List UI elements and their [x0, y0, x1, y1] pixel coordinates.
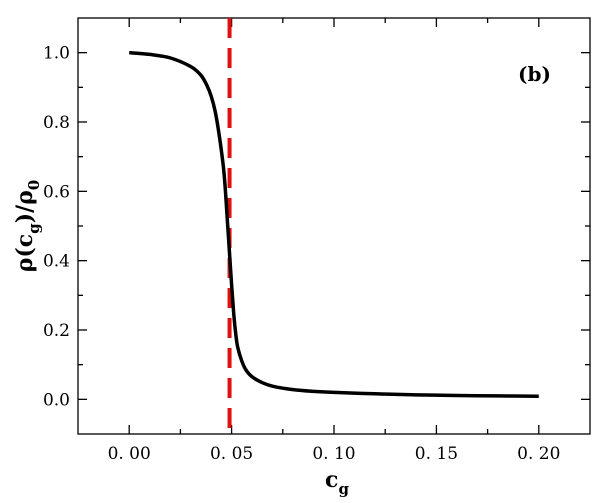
y-tick-label: 0.8 — [43, 113, 70, 133]
x-tick-label: 0. 15 — [415, 444, 458, 464]
x-tick-label: 0. 05 — [210, 444, 253, 464]
tick-labels: 0. 00 0. 05 0. 10 0. 15 0. 20 0.0 0.2 0.4 0.6 0.8… — [43, 44, 560, 464]
x-tick-label: 0. 10 — [312, 444, 355, 464]
panel-label: (b) — [518, 62, 551, 86]
plot-frame — [77, 17, 591, 435]
x-tick-label: 0. 00 — [108, 444, 151, 464]
x-axis-title: cg — [325, 467, 349, 498]
y-tick-label: 0.2 — [43, 321, 70, 341]
y-tick-label: 0.6 — [43, 182, 70, 202]
y-tick-label: 0.0 — [43, 390, 70, 410]
x-tick-label: 0. 20 — [517, 444, 560, 464]
y-axis-title: ρ(cg)/ρ0 — [12, 180, 43, 273]
axis-ticks — [78, 18, 590, 434]
density-curve — [129, 50, 539, 398]
y-tick-label: 0.4 — [43, 252, 70, 272]
data-series — [129, 50, 539, 398]
y-tick-label: 1.0 — [43, 44, 70, 64]
